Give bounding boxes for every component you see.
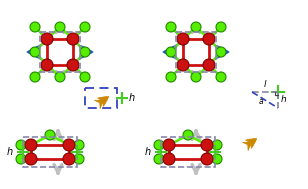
Text: l: l — [264, 80, 266, 89]
Circle shape — [201, 139, 213, 151]
Circle shape — [80, 47, 90, 57]
Circle shape — [216, 72, 226, 82]
Circle shape — [191, 72, 201, 82]
Bar — [161, 137, 215, 167]
Text: h: h — [129, 93, 135, 103]
Circle shape — [177, 33, 189, 45]
Bar — [40, 32, 80, 72]
Circle shape — [177, 59, 189, 71]
Circle shape — [55, 22, 65, 32]
Circle shape — [16, 140, 26, 150]
Circle shape — [80, 72, 90, 82]
Circle shape — [63, 139, 75, 151]
Circle shape — [63, 153, 75, 165]
Circle shape — [216, 22, 226, 32]
Circle shape — [67, 33, 79, 45]
Circle shape — [41, 33, 53, 45]
Circle shape — [183, 130, 193, 140]
Circle shape — [80, 22, 90, 32]
Text: h: h — [145, 147, 151, 157]
Circle shape — [201, 153, 213, 165]
Circle shape — [30, 22, 40, 32]
Circle shape — [45, 130, 55, 140]
Circle shape — [212, 140, 222, 150]
Circle shape — [154, 154, 164, 164]
Bar — [23, 137, 77, 167]
Circle shape — [30, 47, 40, 57]
Text: h: h — [281, 95, 287, 105]
Circle shape — [25, 153, 37, 165]
Circle shape — [191, 22, 201, 32]
Bar — [85, 88, 117, 108]
Circle shape — [67, 59, 79, 71]
Bar — [176, 32, 216, 72]
Circle shape — [166, 47, 176, 57]
Circle shape — [30, 72, 40, 82]
Circle shape — [163, 139, 175, 151]
Circle shape — [216, 47, 226, 57]
Circle shape — [41, 59, 53, 71]
Circle shape — [55, 72, 65, 82]
Circle shape — [203, 59, 215, 71]
Text: h: h — [7, 147, 13, 157]
Circle shape — [74, 154, 84, 164]
Circle shape — [163, 153, 175, 165]
Text: a: a — [259, 97, 263, 105]
Circle shape — [203, 33, 215, 45]
Circle shape — [16, 154, 26, 164]
Circle shape — [154, 140, 164, 150]
Circle shape — [74, 140, 84, 150]
Circle shape — [166, 22, 176, 32]
Circle shape — [212, 154, 222, 164]
Circle shape — [25, 139, 37, 151]
Circle shape — [166, 72, 176, 82]
